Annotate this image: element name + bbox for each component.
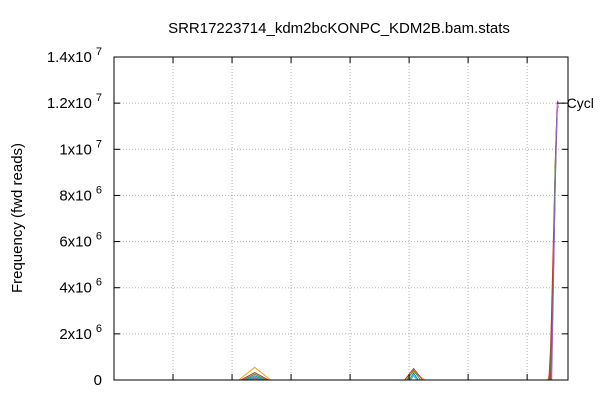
y-tick-label: 1.4x10 7 bbox=[47, 46, 102, 66]
y-tick-label: 6x10 6 bbox=[59, 231, 102, 251]
series-line bbox=[245, 110, 558, 381]
series-line bbox=[555, 101, 559, 115]
annotation-label: Cycl bbox=[567, 95, 594, 111]
y-tick-label: 4x10 6 bbox=[59, 277, 102, 297]
chart-title: SRR17223714_kdm2bcKONPC_KDM2B.bam.stats bbox=[168, 20, 510, 37]
series-line bbox=[247, 126, 558, 381]
y-tick-label: 2x10 6 bbox=[59, 323, 102, 343]
series-line bbox=[243, 105, 559, 381]
series-line bbox=[249, 116, 558, 381]
series-line bbox=[240, 100, 559, 381]
series-line bbox=[250, 100, 559, 381]
y-tick-label: 1x10 7 bbox=[59, 138, 102, 158]
y-tick-label: 1.2x10 7 bbox=[47, 92, 102, 112]
grid bbox=[114, 57, 568, 380]
y-axis-label: Frequency (fwd reads) bbox=[9, 143, 26, 293]
y-tick-label: 0 bbox=[94, 372, 102, 389]
y-ticks: 0 2x10 6 4x10 6 6x10 6 8x10 6 1x10 7 1.2x10 7 1.4x10 7 bbox=[47, 46, 568, 389]
plot-frame bbox=[113, 56, 569, 381]
series-line bbox=[238, 114, 558, 381]
y-tick-label: 8x10 6 bbox=[59, 184, 102, 204]
series-group bbox=[238, 100, 559, 381]
